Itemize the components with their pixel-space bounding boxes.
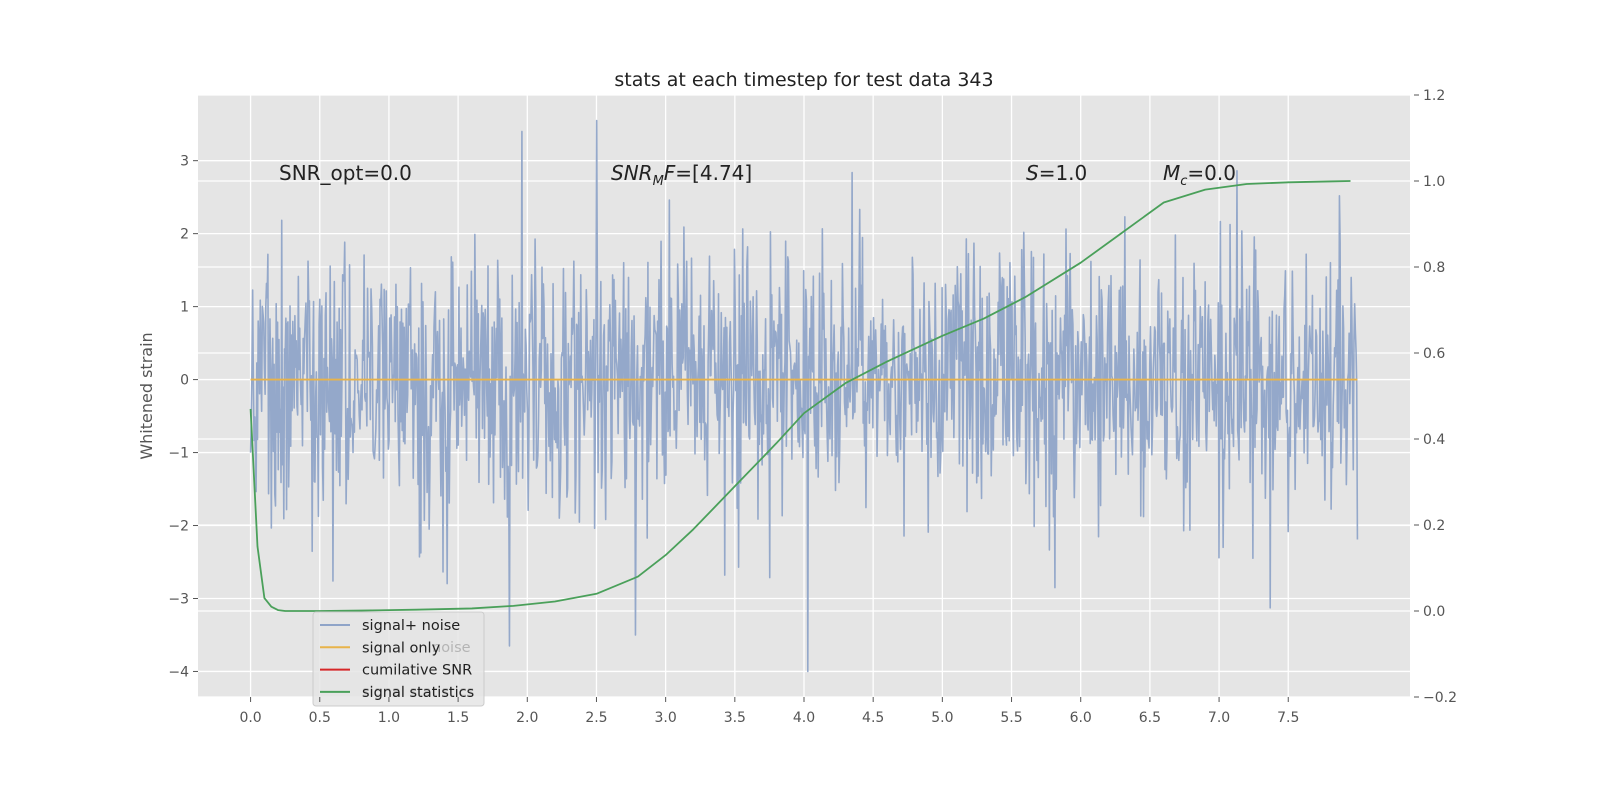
x-tick-label: 5.0 [931,710,953,726]
x-tick-label: 7.0 [1208,710,1230,726]
x-axis-ticks: 0.0 0.5 1.0 1.5 2.0 2.5 3.0 3.5 4.0 4.5 5.0 5.5 6.0 6… [239,697,1299,726]
snr-mf-base: SNR [611,161,653,185]
annotation-snr-opt: SNR_opt=0.0 [279,161,412,185]
y2-tick-label: 0.2 [1423,518,1445,534]
y-tick-label: −3 [168,591,189,607]
y2-tick-label: −0.2 [1423,690,1457,706]
snr-mf-sub: M [653,174,664,189]
annotations: SNR_opt=0.0 SNRMF=[4.74] S=1.0 Mc=0.0 [279,161,1236,189]
x-tick-label: 1.5 [447,710,469,726]
plot-area: SNR_opt=0.0 SNRMF=[4.74] S=1.0 Mc=0.0 no… [198,94,1410,707]
y2-axis-ticks: −0.2 0.0 0.2 0.4 0.6 0.8 1.0 1.2 [1414,88,1457,706]
series-lines [249,180,1358,612]
y2-tick-label: 1.2 [1423,88,1445,104]
x-tick-label: 4.5 [862,710,884,726]
x-tick-label: 5.5 [1000,710,1022,726]
annotation-mc: Mc=0.0 [1163,161,1236,189]
annotation-snr-mf: SNRMF=[4.74] [611,161,752,189]
x-tick-label: 2.5 [585,710,607,726]
x-tick-label: 0.5 [309,710,331,726]
y-tick-label: −1 [168,446,189,462]
y-tick-label: −4 [168,664,189,680]
legend: noise signal statistics signal+ noise signa… [312,611,485,707]
line-signal-plus-noise [249,119,1359,673]
snr-mf-tail: F [664,161,676,185]
y2-tick-label: 0.0 [1423,604,1445,620]
x-tick-label: 6.5 [1139,710,1161,726]
y2-tick-label: 0.8 [1423,260,1445,276]
mc-sub: c [1180,174,1187,189]
legend-ghost-text: noise [432,640,471,656]
legend-entry: signal statistics [362,685,474,701]
legend-box [312,611,485,707]
y-axis-ticks: −4 −3 −2 −1 0 1 2 3 [168,154,198,680]
legend-entry: signal+ noise [362,618,460,634]
legend-entry: signal only [362,640,441,656]
s-label: S [1026,161,1039,185]
annotation-s: S=1.0 [1026,161,1087,185]
chart-title: stats at each timestep for test data 343 [614,69,993,91]
y-tick-label: 1 [180,300,189,316]
legend-entry: cumilative SNR [362,663,472,679]
y-axis-label: Whitened strain [137,332,156,459]
mc-value: =0.0 [1187,161,1236,185]
y-tick-label: 2 [180,227,189,243]
x-tick-label: 7.5 [1277,710,1299,726]
y2-tick-label: 1.0 [1423,174,1445,190]
y2-tick-label: 0.4 [1423,432,1445,448]
y2-tick-label: 0.6 [1423,346,1445,362]
legend-ghost-text: signal statistics [362,684,474,700]
line-signal-statistics [249,180,1351,612]
y-tick-label: −2 [168,519,189,535]
x-tick-label: 0.0 [239,710,261,726]
x-tick-label: 1.0 [378,710,400,726]
x-tick-label: 4.0 [793,710,815,726]
mc-base: M [1163,161,1180,185]
x-tick-label: 3.5 [724,710,746,726]
s-value: =1.0 [1039,161,1088,185]
x-tick-label: 3.0 [655,710,677,726]
series-signal-plus-noise [249,119,1359,673]
x-tick-label: 2.0 [516,710,538,726]
x-tick-label: 6.0 [1070,710,1092,726]
y-tick-label: 3 [180,154,189,170]
snr-mf-value: =[4.74] [675,161,752,185]
y-tick-label: 0 [180,373,189,389]
